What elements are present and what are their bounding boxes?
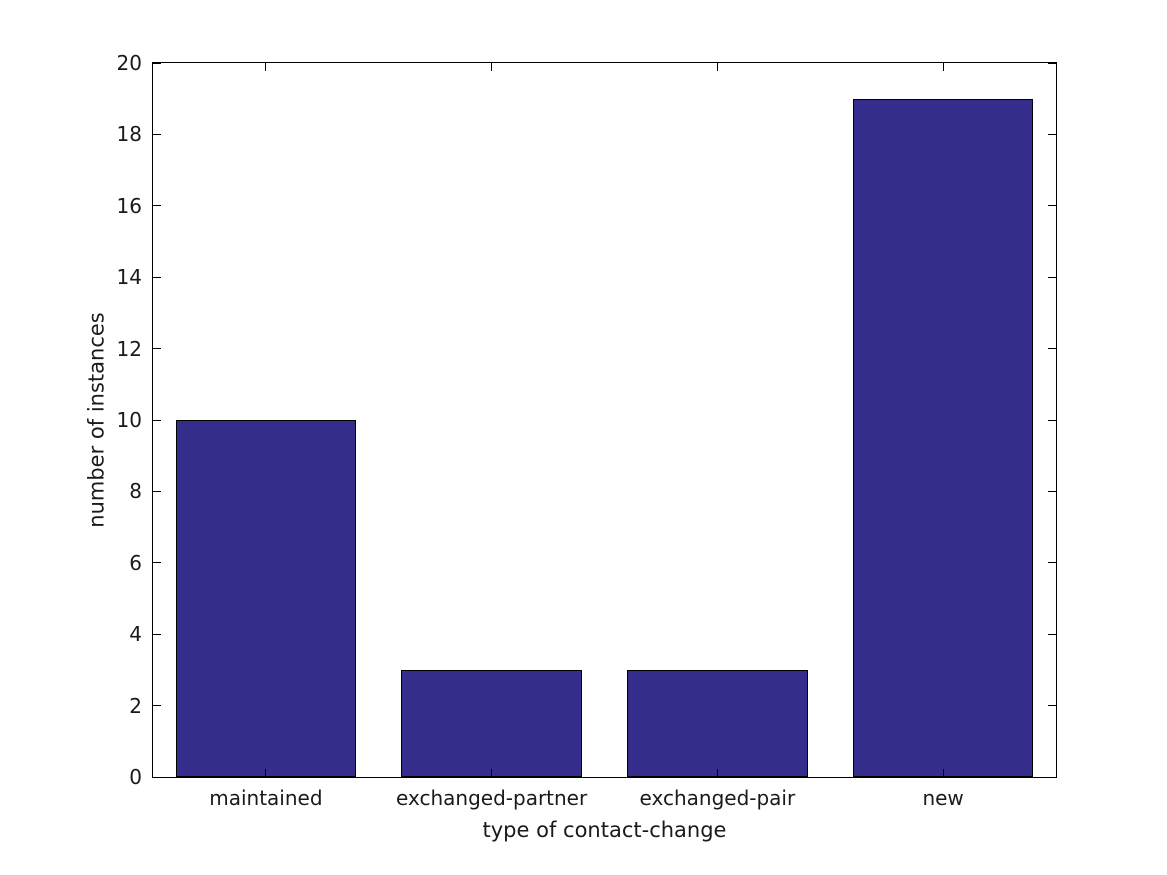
y-tick-mark-right (1048, 348, 1056, 350)
y-tick-mark-right (1048, 562, 1056, 564)
y-tick-mark-right (1048, 705, 1056, 707)
y-tick-mark-right (1048, 633, 1056, 635)
bar (401, 669, 582, 777)
y-tick-mark-left (153, 348, 161, 350)
y-tick-mark-right (1048, 490, 1056, 492)
y-tick-mark-right (1048, 205, 1056, 207)
y-tick-mark-right (1048, 276, 1056, 278)
x-tick-label: exchanged-pair (639, 786, 796, 810)
y-tick-mark-right (1048, 419, 1056, 421)
y-tick-label: 20 (116, 51, 142, 75)
y-tick-label: 14 (116, 265, 142, 290)
y-tick-label: 2 (129, 693, 142, 718)
x-tick-mark-top (491, 63, 493, 71)
x-tick-label: new (922, 786, 964, 810)
x-tick-label: maintained (209, 786, 323, 810)
y-tick-mark-left (153, 633, 161, 635)
y-tick-label: 4 (129, 622, 142, 647)
bar (627, 669, 808, 777)
y-tick-mark-left (153, 490, 161, 492)
bar (175, 420, 357, 777)
y-tick-mark-left (153, 62, 161, 64)
y-tick-label: 12 (116, 336, 142, 361)
y-tick-mark-right (1048, 62, 1056, 64)
x-tick-label: exchanged-partner (396, 786, 588, 810)
y-tick-mark-left (153, 776, 161, 778)
x-tick-mark-bottom (491, 769, 493, 777)
x-tick-mark-bottom (265, 769, 267, 777)
y-tick-label: 6 (129, 550, 142, 575)
y-tick-mark-left (153, 133, 161, 135)
y-tick-mark-left (153, 419, 161, 421)
y-tick-label: 8 (129, 479, 142, 504)
y-tick-mark-left (153, 205, 161, 207)
plot-area (152, 62, 1057, 778)
x-tick-mark-top (716, 63, 718, 71)
y-tick-mark-right (1048, 776, 1056, 778)
y-tick-label: 16 (116, 193, 142, 218)
y-tick-mark-left (153, 705, 161, 707)
x-tick-mark-top (265, 63, 267, 71)
y-tick-mark-right (1048, 133, 1056, 135)
y-tick-mark-left (153, 276, 161, 278)
x-tick-mark-bottom (942, 769, 944, 777)
y-tick-mark-left (153, 562, 161, 564)
x-tick-mark-top (942, 63, 944, 71)
x-axis-label: type of contact-change (482, 818, 727, 842)
y-tick-label: 0 (129, 765, 142, 789)
x-tick-mark-bottom (716, 769, 718, 777)
y-tick-label: 18 (116, 122, 142, 147)
y-tick-label: 10 (116, 408, 142, 432)
bar (852, 98, 1034, 777)
